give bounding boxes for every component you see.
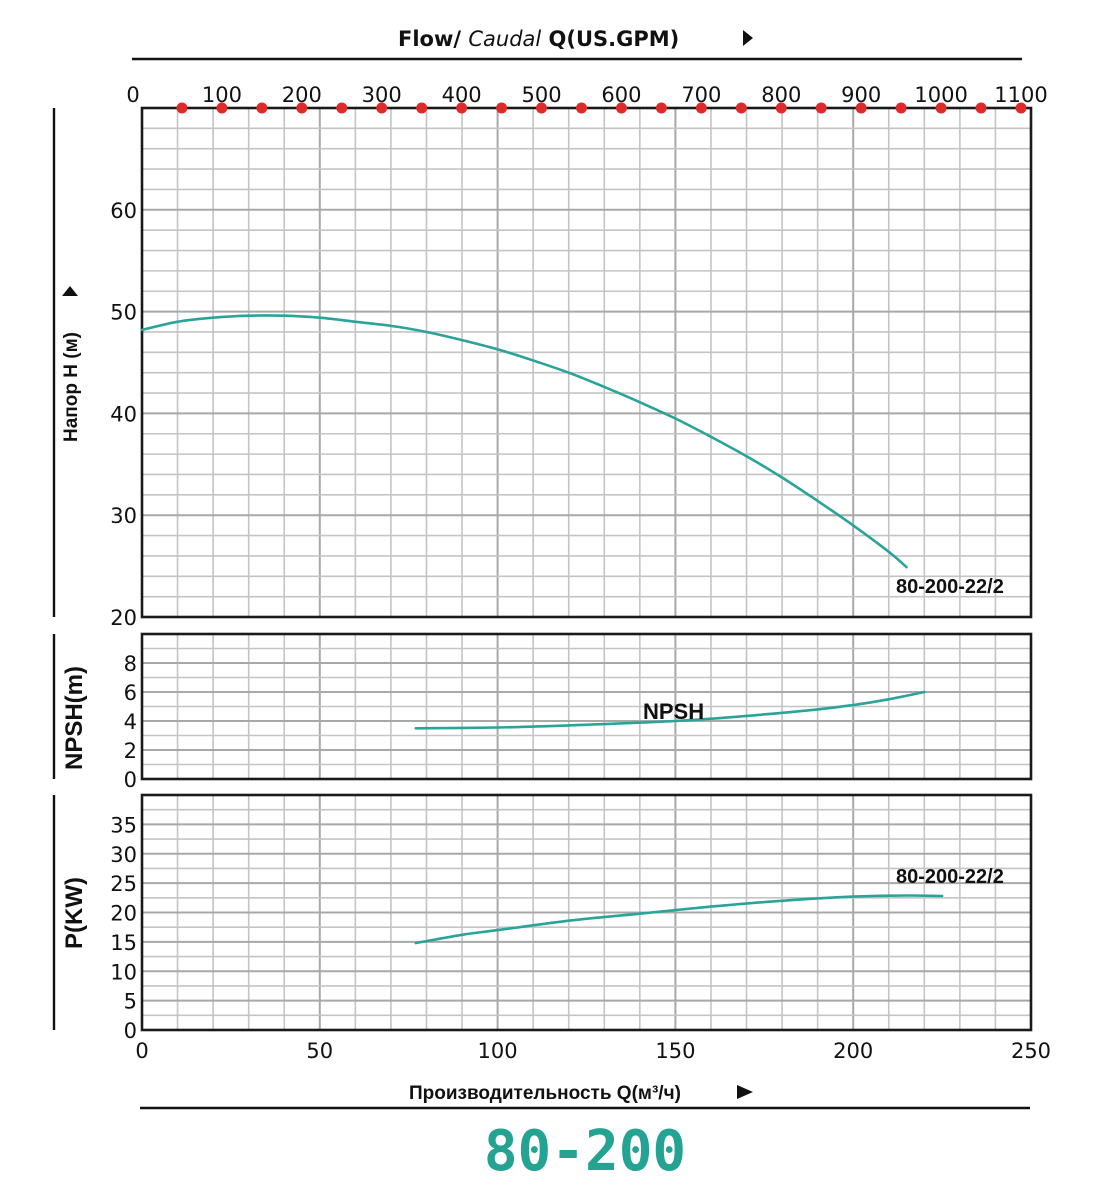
y-tick-label: 50 <box>110 301 137 325</box>
gpm-marker <box>176 102 188 114</box>
y-tick-label: 5 <box>124 990 137 1014</box>
y-tick-label: 6 <box>124 681 137 705</box>
plot-frame <box>140 106 1033 619</box>
xlabel-arrow-icon <box>737 1085 753 1099</box>
y-tick-label: 10 <box>110 960 137 984</box>
npsh-grid <box>140 632 1033 781</box>
head-curve <box>140 314 908 569</box>
y-tick-label: 8 <box>124 652 137 676</box>
gpm-marker <box>1015 102 1027 114</box>
gpm-marker <box>536 102 548 114</box>
gpm-marker <box>815 102 827 114</box>
gpm-marker <box>576 102 587 114</box>
y-tick-label: 60 <box>110 199 137 223</box>
y-tick-label: 15 <box>110 931 137 955</box>
y-tick-label: 35 <box>110 813 137 837</box>
gpm-marker <box>376 102 388 114</box>
gpm-marker <box>775 102 787 114</box>
gpm-tick-label: 0 <box>126 83 139 107</box>
gpm-marker <box>975 102 987 114</box>
y-tick-label: 0 <box>124 768 137 792</box>
x-tick-label: 150 <box>655 1039 695 1063</box>
y-tick-label: 20 <box>110 902 137 926</box>
gpm-marker <box>895 102 907 114</box>
npsh-curve <box>414 690 926 730</box>
gpm-marker <box>655 102 667 114</box>
power-curve <box>414 894 944 945</box>
head-grid <box>140 106 1033 619</box>
gpm-marker <box>416 102 428 114</box>
gpm-markers <box>176 102 1027 114</box>
x-tick-label: 50 <box>306 1039 333 1063</box>
gpm-marker <box>935 102 947 114</box>
flow-arrow-icon <box>743 30 753 46</box>
head-ylabel: Напор H (м) <box>61 332 82 442</box>
power-curve-label: 80-200-22/2 <box>896 866 1004 888</box>
head-curve-label: 80-200-22/2 <box>896 576 1004 598</box>
x-tick-label: 200 <box>833 1039 873 1063</box>
y-tick-label: 25 <box>110 872 137 896</box>
y-tick-label: 4 <box>124 710 137 734</box>
power-ylabel: P(KW) <box>61 877 88 949</box>
head-ylabel-arrow-icon <box>62 286 78 296</box>
gpm-marker <box>496 102 508 114</box>
y-tick-label: 2 <box>124 739 137 763</box>
gpm-marker <box>256 102 268 114</box>
x-tick-label: 250 <box>1011 1039 1051 1063</box>
y-tick-label: 30 <box>110 843 137 867</box>
gpm-marker <box>695 102 707 114</box>
y-tick-label: 30 <box>110 504 137 528</box>
flow-axis-title: Flow/ Caudal Q(US.GPM) <box>398 27 679 51</box>
gpm-marker <box>855 102 867 114</box>
gpm-marker <box>456 102 468 114</box>
model-title: 80-200 <box>484 1119 686 1184</box>
curves <box>140 314 944 945</box>
power-grid <box>140 793 1033 1032</box>
gpm-marker <box>296 102 308 114</box>
gpm-marker <box>615 102 627 114</box>
flow-m3h-axis-title: Производительность Q(м³/ч) <box>409 1083 681 1104</box>
x-tick-label: 100 <box>478 1039 518 1063</box>
y-tick-label: 40 <box>110 402 137 426</box>
plot-frame <box>140 632 1033 781</box>
x-tick-label: 0 <box>135 1039 148 1063</box>
gpm-marker <box>216 102 228 114</box>
npsh-curve-label: NPSH <box>643 699 704 724</box>
plot-frame <box>140 793 1033 1032</box>
gpm-marker <box>735 102 747 114</box>
y-tick-label: 0 <box>124 1019 137 1043</box>
y-tick-label: 20 <box>110 606 137 630</box>
gpm-marker <box>336 102 348 114</box>
npsh-ylabel: NPSH(m) <box>61 666 88 770</box>
